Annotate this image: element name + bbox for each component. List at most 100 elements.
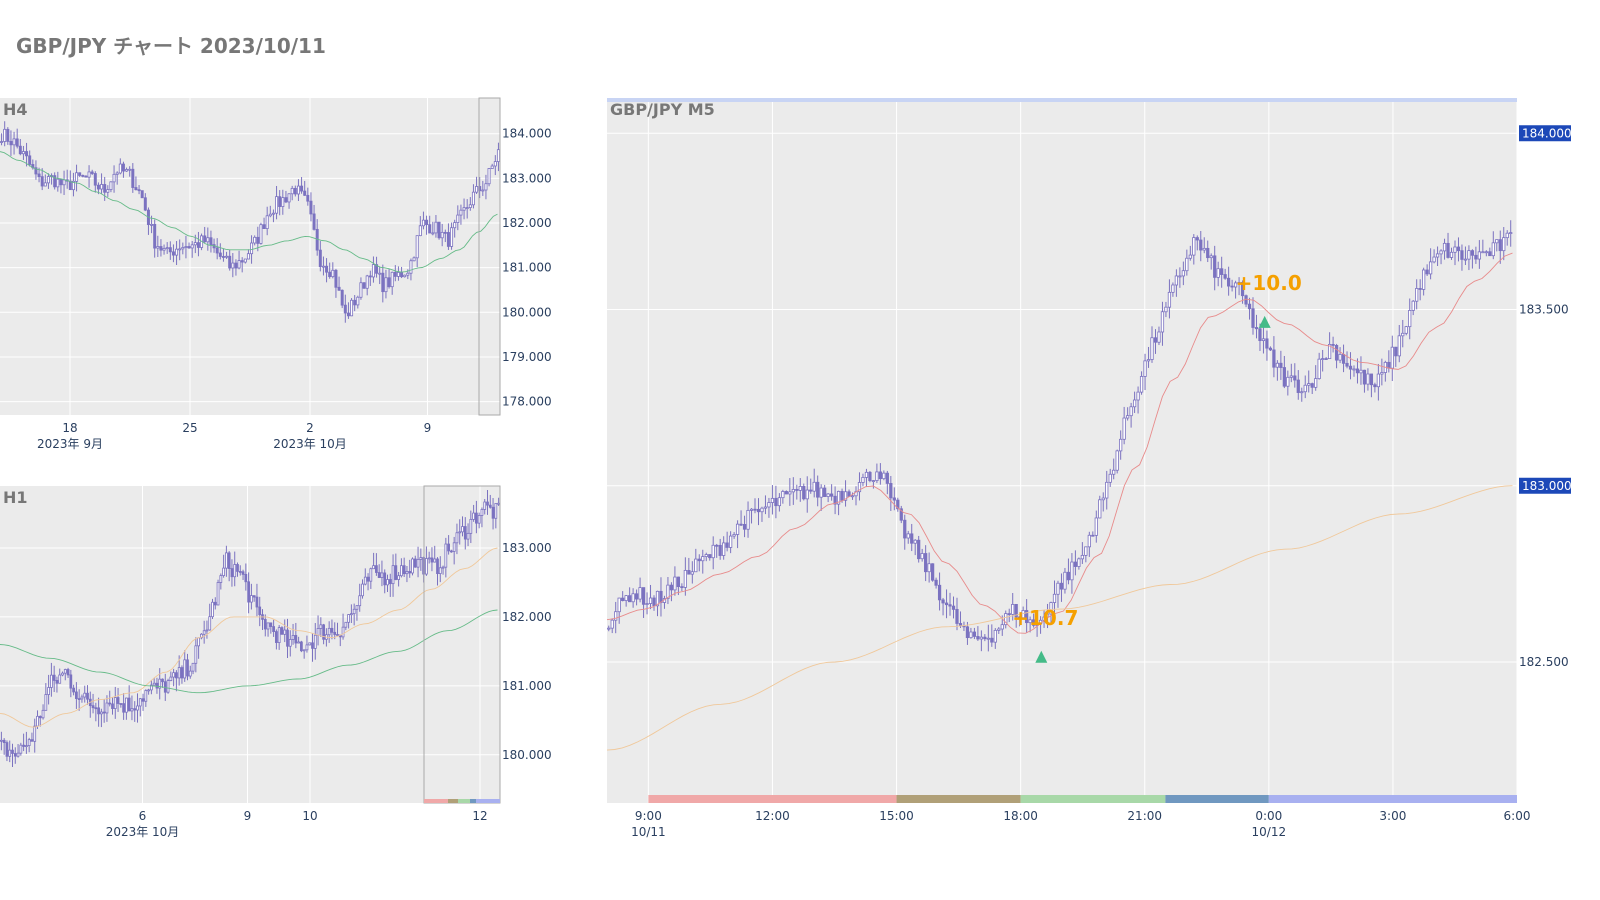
h4-candle-body	[221, 256, 225, 258]
h1-candle-body	[472, 512, 475, 520]
h4-x-tick-label: 18	[62, 421, 77, 435]
m5-candle-body	[784, 491, 788, 495]
m5-candle-body	[1136, 391, 1140, 401]
h1-candle-body	[158, 678, 162, 689]
h4-candle-body	[390, 271, 394, 288]
h1-candle-body	[19, 744, 23, 754]
m5-candle-body	[1199, 239, 1203, 251]
h4-candle-body	[81, 175, 85, 177]
h4-candle-body	[450, 227, 454, 247]
m5-candle-body	[1341, 354, 1346, 364]
m5-candle-body	[850, 495, 855, 498]
h1-candle-body	[141, 698, 145, 702]
h1-y-tick-label: 181.000	[502, 679, 552, 693]
m5-candle-body	[1509, 232, 1513, 234]
h1-candle-body	[75, 691, 78, 699]
m5-x-tick-label: 6:00	[1504, 809, 1531, 823]
m5-candle-body	[1094, 517, 1098, 536]
h4-candle-body	[246, 253, 250, 260]
m5-candle-body	[760, 507, 764, 513]
m5-candle-body	[1265, 338, 1269, 349]
m5-candle-body	[819, 487, 823, 498]
h4-candle-body	[171, 251, 175, 256]
h1-candle-body	[200, 633, 203, 639]
m5-candle-body	[1007, 613, 1011, 615]
m5-session-bar-europe	[1020, 795, 1166, 803]
h4-candle-body	[493, 161, 497, 167]
h4-candle-body	[9, 140, 13, 146]
h4-title: H4	[3, 100, 28, 119]
h4-candle-body	[218, 252, 222, 257]
m5-candle-body	[823, 487, 827, 497]
h1-candle-body	[236, 564, 239, 572]
m5-candle-body	[1268, 347, 1273, 351]
m5-candle-body	[1213, 255, 1217, 278]
m5-candle-body	[840, 490, 844, 501]
h4-candle-body	[87, 171, 91, 178]
h1-candle-body	[152, 682, 156, 686]
h4-x-tick-label: 25	[182, 421, 197, 435]
m5-candle-body	[1181, 270, 1185, 277]
m5-candle-body	[864, 471, 869, 478]
m5-candle-body	[1408, 310, 1412, 328]
h1-candle-body	[494, 503, 498, 519]
m5-candle-body	[798, 486, 802, 491]
h4-candle-body	[25, 151, 29, 157]
h1-candle-body	[272, 626, 275, 632]
h4-candle-body	[309, 200, 313, 215]
m5-candle-body	[1390, 346, 1394, 369]
m5-candle-body	[617, 597, 621, 613]
h4-candle-body	[425, 219, 429, 226]
m5-candle-body	[659, 590, 663, 603]
m5-x-tick-sublabel: 10/12	[1252, 825, 1287, 839]
m5-x-tick-label: 18:00	[1003, 809, 1038, 823]
h4-candle-body	[268, 213, 272, 217]
h1-candle-body	[447, 543, 450, 552]
m5-candle-body	[1303, 384, 1307, 393]
h1-candle-body	[219, 575, 223, 583]
h1-candle-body	[327, 627, 331, 636]
h1-candle-body	[275, 631, 278, 643]
h1-x-tick-label: 10	[302, 809, 317, 823]
h4-candle-body	[100, 184, 104, 190]
m5-candle-body	[725, 542, 729, 548]
h4-candle-body	[400, 272, 404, 278]
h4-candle-body	[156, 246, 160, 249]
h4-candle-body	[215, 247, 219, 254]
h1-candle-body	[58, 674, 62, 684]
m5-title: GBP/JPY M5	[610, 100, 715, 119]
h4-candle-body	[462, 207, 466, 211]
h4-candle-body	[471, 191, 475, 206]
m5-candle-body	[631, 593, 635, 603]
h1-candle-body	[0, 739, 3, 742]
h1-candle-body	[372, 565, 375, 570]
h4-candle-body	[428, 224, 432, 234]
m5-candle-body	[1460, 250, 1464, 260]
m5-candle-body	[910, 533, 914, 544]
m5-candle-body	[1449, 251, 1454, 258]
h1-candle-body	[191, 662, 195, 672]
h4-candle-body	[412, 257, 416, 262]
m5-candle-body	[1209, 255, 1213, 259]
h1-candle-body	[291, 635, 295, 640]
m5-candle-body	[1063, 571, 1067, 590]
h4-candle-body	[234, 262, 238, 269]
h1-candle-body	[255, 596, 259, 608]
h1-candle-body	[13, 753, 17, 757]
h1-candle-body	[441, 566, 445, 569]
h1-x-tick-label: 9	[244, 809, 252, 823]
m5-candle-body	[1488, 251, 1492, 257]
h4-candle-body	[409, 260, 413, 274]
m5-candle-body	[645, 603, 649, 605]
h4-x-tick-label: 2	[306, 421, 314, 435]
m5-candle-body	[711, 544, 715, 559]
h4-candle-body	[112, 173, 116, 183]
h1-candle-body	[136, 705, 139, 711]
h4-candle-body	[465, 207, 469, 209]
h4-candle-body	[475, 186, 479, 193]
h4-candle-body	[271, 212, 275, 215]
m5-candle-body	[906, 533, 910, 539]
m5-candle-body	[802, 486, 806, 500]
h1-session-bar-segment	[458, 799, 470, 803]
h4-candle-body	[175, 248, 179, 256]
